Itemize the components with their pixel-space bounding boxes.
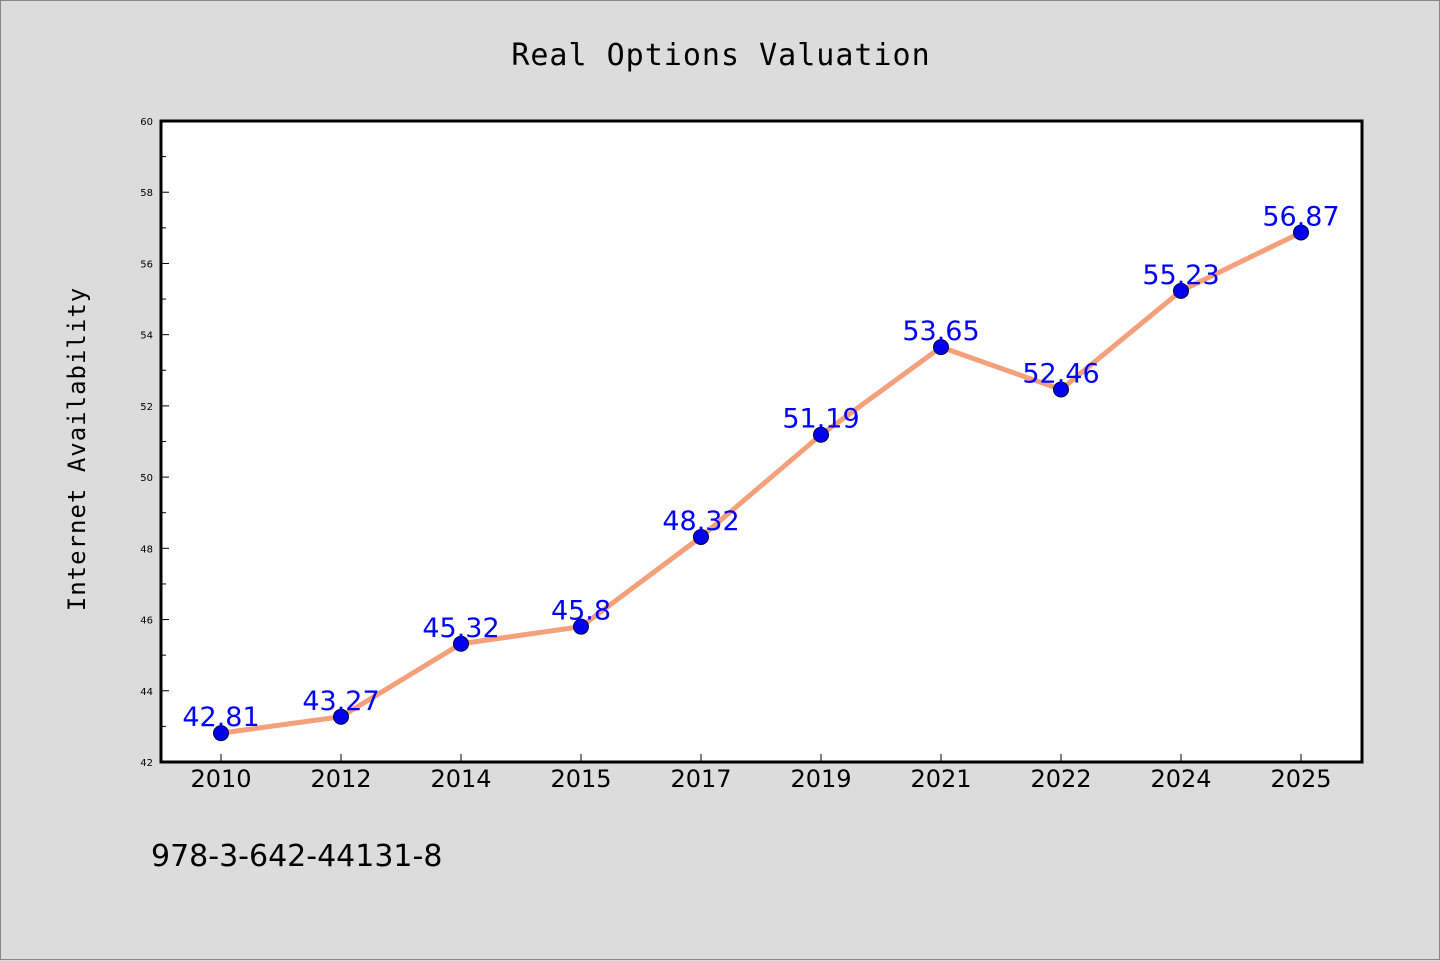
y-tick-label: 52 xyxy=(140,402,153,413)
chart-title: Real Options Valuation xyxy=(511,38,930,73)
data-label: 45.8 xyxy=(551,596,611,627)
data-point-marker xyxy=(1053,381,1069,398)
x-tick-label: 2015 xyxy=(550,765,611,793)
data-label: 48.32 xyxy=(662,506,739,537)
x-tick-label: 2012 xyxy=(310,765,371,793)
data-labels: 42.81 43.27 45.32 45.8 48.32 51.19 53.65 52.46 5… xyxy=(182,201,1339,733)
x-tick-label: 2014 xyxy=(430,765,491,793)
data-label: 51.19 xyxy=(782,404,859,435)
x-tick-label: 2021 xyxy=(910,765,971,793)
data-point-marker xyxy=(453,635,469,652)
y-tick-label: 44 xyxy=(140,687,153,698)
data-point-marker xyxy=(1173,282,1189,299)
y-tick-label: 42 xyxy=(140,758,153,769)
x-axis: 2010 2012 2014 2015 2017 2019 2021 2022 2024 2025 xyxy=(190,754,1332,793)
data-label: 53.65 xyxy=(902,316,979,347)
y-tick-label: 50 xyxy=(140,473,153,484)
data-label: 45.32 xyxy=(422,613,499,644)
x-tick-label: 2010 xyxy=(190,765,251,793)
y-axis: 42 44 46 48 50 52 54 56 58 60 xyxy=(140,117,169,769)
x-tick-label: 2024 xyxy=(1150,765,1211,793)
data-point-marker xyxy=(213,725,229,742)
data-point-marker xyxy=(813,426,829,443)
x-tick-label: 2019 xyxy=(790,765,851,793)
y-tick-label: 60 xyxy=(140,117,153,128)
x-tick-label: 2022 xyxy=(1030,765,1091,793)
y-tick-label: 46 xyxy=(140,616,153,627)
data-point-marker xyxy=(693,528,709,545)
y-axis-label: Internet Availability xyxy=(63,287,91,611)
series-line-group xyxy=(213,224,1309,742)
data-label: 56.87 xyxy=(1262,201,1339,232)
data-label: 55.23 xyxy=(1142,260,1219,291)
data-label: 43.27 xyxy=(302,686,379,717)
data-label: 52.46 xyxy=(1022,359,1099,390)
y-tick-label: 48 xyxy=(140,544,153,555)
data-label: 42.81 xyxy=(182,702,259,733)
data-point-marker xyxy=(933,339,949,356)
y-tick-label: 58 xyxy=(140,188,153,199)
data-point-marker xyxy=(1293,224,1309,241)
plot-area xyxy=(159,119,1364,764)
series-line xyxy=(218,229,1304,736)
isbn-annotation: 978-3-642-44131-8 xyxy=(151,839,442,874)
x-tick-label: 2017 xyxy=(670,765,731,793)
data-point-marker xyxy=(333,708,349,725)
y-tick-label: 56 xyxy=(140,259,153,270)
data-point-marker xyxy=(573,618,589,635)
x-tick-label: 2025 xyxy=(1270,765,1331,793)
y-tick-label: 54 xyxy=(140,331,153,342)
